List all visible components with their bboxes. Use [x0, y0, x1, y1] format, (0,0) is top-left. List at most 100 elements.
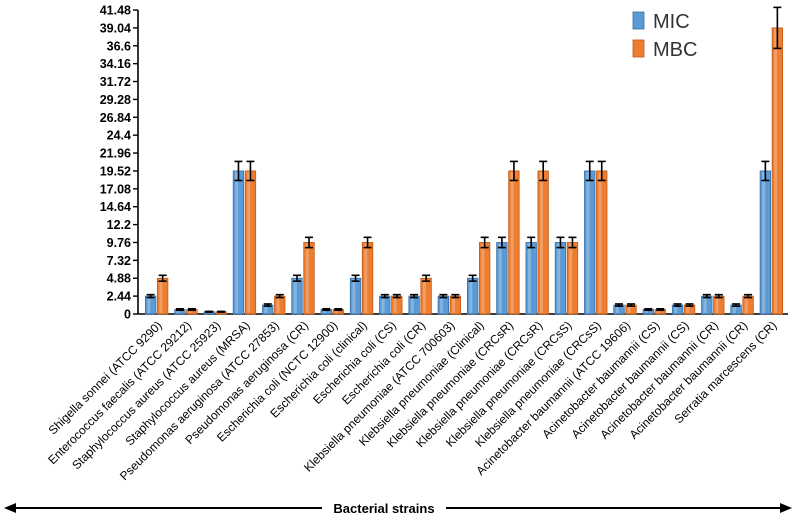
bar-highlight: [498, 243, 502, 313]
bar-highlight: [627, 306, 631, 313]
bar-highlight: [323, 310, 327, 313]
bar-highlight: [744, 297, 748, 313]
bar-highlight: [703, 297, 707, 313]
bar-highlight: [276, 297, 280, 313]
bars: [144, 6, 784, 315]
bar-highlight: [732, 306, 736, 313]
bar-mbc: [420, 277, 432, 315]
bar-highlight: [305, 243, 309, 313]
y-tick-label: 36.6: [107, 39, 131, 53]
bar-highlight: [657, 310, 661, 313]
legend-label-mbc: MBC: [653, 39, 697, 61]
bar-highlight: [235, 171, 239, 313]
bar-mbc: [508, 170, 520, 315]
bar-highlight: [762, 171, 766, 313]
x-axis-title-backdrop: [322, 498, 446, 518]
bar-mbc: [537, 170, 549, 315]
y-tick-label: 0: [124, 308, 131, 322]
bar-mic: [554, 242, 567, 315]
bar-mbc: [566, 242, 579, 315]
bar-mbc: [596, 170, 608, 315]
bar-highlight: [615, 306, 619, 313]
y-tick-label: 14.64: [100, 200, 131, 214]
bar-highlight: [393, 297, 397, 313]
bar-mic: [349, 277, 362, 315]
bar-mic: [144, 295, 157, 315]
legend-label-mic: MIC: [653, 11, 690, 33]
legend-swatch-mbc: [632, 39, 645, 58]
y-tick-label: 2.44: [107, 290, 131, 304]
bar-mic: [232, 170, 245, 315]
bar-mic: [291, 277, 303, 315]
bar-highlight: [247, 171, 251, 313]
y-axis: 0 2.44 4.88 7.32 9.76 12.2 14.64 17.08 19.52 21.9…: [100, 4, 788, 322]
y-tick-label: 21.96: [100, 147, 131, 161]
bar-highlight: [586, 171, 590, 313]
x-axis-label: Bacterial strains: [333, 501, 434, 516]
bar-mbc: [274, 295, 286, 315]
bar-highlight: [469, 279, 473, 313]
bar-mbc: [303, 242, 315, 315]
left-arrow-head: [4, 503, 16, 513]
bar-highlight: [159, 279, 163, 313]
bar-highlight: [188, 310, 192, 313]
bar-highlight: [598, 171, 602, 313]
bar-highlight: [293, 279, 297, 313]
bar-mic: [379, 295, 391, 315]
bar-mbc: [742, 295, 754, 315]
category-labels: Shigella sonnei (ATCC 9290)Enterococcus …: [45, 318, 779, 483]
bar-mic: [466, 277, 479, 315]
bar-mbc: [713, 295, 725, 315]
bar-highlight: [176, 310, 180, 313]
bar-highlight: [674, 306, 678, 313]
bar-mbc: [478, 242, 491, 315]
bar-highlight: [527, 243, 531, 313]
y-tick-label: 24.4: [107, 129, 131, 143]
y-tick-label: 17.08: [100, 182, 131, 196]
bar-highlight: [686, 306, 690, 313]
y-tick-label: 12.2: [107, 218, 131, 232]
right-arrow-head: [780, 503, 792, 513]
bar-mic: [584, 170, 596, 315]
bar-highlight: [557, 243, 561, 313]
bar-highlight: [410, 297, 414, 313]
bar-highlight: [364, 243, 368, 313]
bar-highlight: [147, 297, 151, 313]
x-axis-title: Bacterial strains: [4, 498, 792, 518]
y-tick-label: 41.48: [100, 4, 131, 18]
y-tick-label: 29.28: [100, 93, 131, 107]
bar-mic: [701, 295, 713, 315]
bar-mbc: [244, 170, 257, 315]
y-tick-label: 39.04: [100, 21, 131, 35]
bar-mic: [759, 170, 772, 315]
bar-highlight: [569, 243, 573, 313]
y-tick-label: 26.84: [100, 111, 131, 125]
bar-mic: [525, 242, 537, 315]
legend-swatch-mic: [632, 11, 645, 30]
bar-mbc: [391, 295, 403, 315]
bar-highlight: [352, 279, 356, 313]
bar-mic: [408, 295, 420, 315]
y-tick-label: 9.76: [107, 236, 131, 250]
y-tick-label: 34.16: [100, 57, 131, 71]
bar-mbc: [449, 295, 462, 315]
bar-highlight: [335, 310, 339, 313]
y-tick-label: 4.88: [107, 272, 131, 286]
bar-highlight: [381, 297, 385, 313]
bar-highlight: [264, 306, 268, 313]
y-tick-label: 19.52: [100, 164, 131, 178]
bar-highlight: [510, 171, 514, 313]
bar-highlight: [452, 297, 456, 313]
bar-highlight: [539, 171, 543, 313]
bar-highlight: [715, 297, 719, 313]
bar-highlight: [481, 243, 485, 313]
bar-highlight: [422, 279, 426, 313]
bar-highlight: [774, 28, 778, 313]
bar-mbc: [156, 277, 169, 315]
bar-highlight: [645, 310, 649, 313]
legend: MIC MBC: [632, 11, 697, 61]
bar-mbc: [771, 27, 784, 315]
bar-mic: [437, 295, 450, 315]
bar-mic: [496, 242, 508, 315]
